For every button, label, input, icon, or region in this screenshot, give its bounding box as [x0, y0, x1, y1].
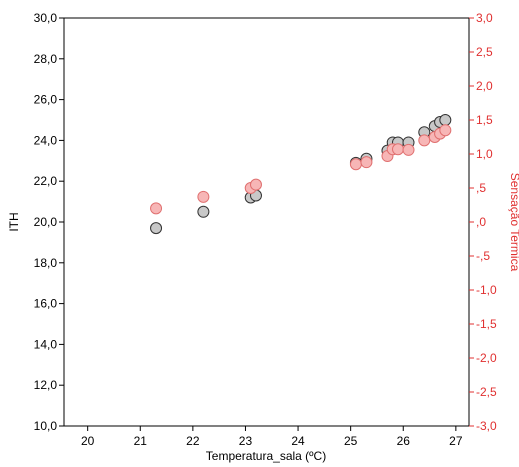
y2-tick-label: 1,0 [476, 147, 493, 161]
y2-tick-label: 3,0 [476, 11, 493, 25]
y-tick-label: 26,0 [34, 93, 58, 107]
ith-point [197, 205, 210, 218]
sensacao-point [150, 202, 163, 215]
y-tick-label: 22,0 [34, 174, 58, 188]
right-axis: -3,0 -2,5 -2,0 -1,5 -1,0 -,5 ,0 ,5 1,0 1,5 2,0 2,5 3… [469, 11, 497, 433]
plot-frame [63, 17, 470, 427]
y-tick-label: 28,0 [34, 52, 58, 66]
ith-point [439, 114, 452, 126]
y-axis-title: ITH [7, 212, 21, 231]
x-tick-label: 22 [186, 434, 200, 448]
x-axis-title: Temperatura_sala (ºC) [206, 449, 326, 463]
y2-tick-label: -1,5 [476, 317, 497, 331]
y2-axis-title: Sensação Termica [508, 173, 519, 272]
y2-tick-label: ,5 [476, 181, 486, 195]
sensacao-point [402, 143, 415, 156]
bottom-axis: 20 21 22 23 24 25 26 27 [81, 426, 463, 448]
y-tick-label: 10,0 [34, 419, 58, 433]
x-tick-label: 25 [344, 434, 358, 448]
sensacao-point [197, 190, 210, 203]
y-tick-label: 18,0 [34, 256, 58, 270]
y-tick-label: 14,0 [34, 337, 58, 351]
y2-tick-label: ,0 [476, 215, 486, 229]
y2-tick-label: -2,5 [476, 385, 497, 399]
y2-tick-label: 2,5 [476, 45, 493, 59]
y-tick-label: 20,0 [34, 215, 58, 229]
y2-tick-label: -2,0 [476, 351, 497, 365]
x-tick-label: 24 [291, 434, 305, 448]
x-tick-label: 26 [397, 434, 411, 448]
left-axis: 10,0 12,0 14,0 16,0 18,0 20,0 22,0 24,0 26,0 28,0… [34, 11, 64, 433]
sensacao-point [360, 156, 373, 169]
x-tick-label: 27 [449, 434, 463, 448]
x-tick-label: 20 [81, 434, 95, 448]
y-tick-label: 16,0 [34, 297, 58, 311]
data-points [150, 114, 452, 235]
y2-tick-label: 1,5 [476, 113, 493, 127]
ith-point [150, 222, 163, 235]
sensacao-point [349, 158, 362, 171]
sensacao-point [249, 178, 262, 191]
y2-tick-label: -1,0 [476, 283, 497, 297]
sensacao-point [439, 124, 452, 137]
y2-tick-label: -3,0 [476, 419, 497, 433]
x-tick-label: 23 [239, 434, 253, 448]
y-tick-label: 12,0 [34, 378, 58, 392]
y-tick-label: 30,0 [34, 11, 58, 25]
y2-tick-label: -,5 [476, 249, 490, 263]
x-tick-label: 21 [134, 434, 148, 448]
y-tick-label: 24,0 [34, 133, 58, 147]
sensacao-point [391, 143, 404, 156]
y2-tick-label: 2,0 [476, 79, 493, 93]
sensacao-point [418, 134, 431, 147]
